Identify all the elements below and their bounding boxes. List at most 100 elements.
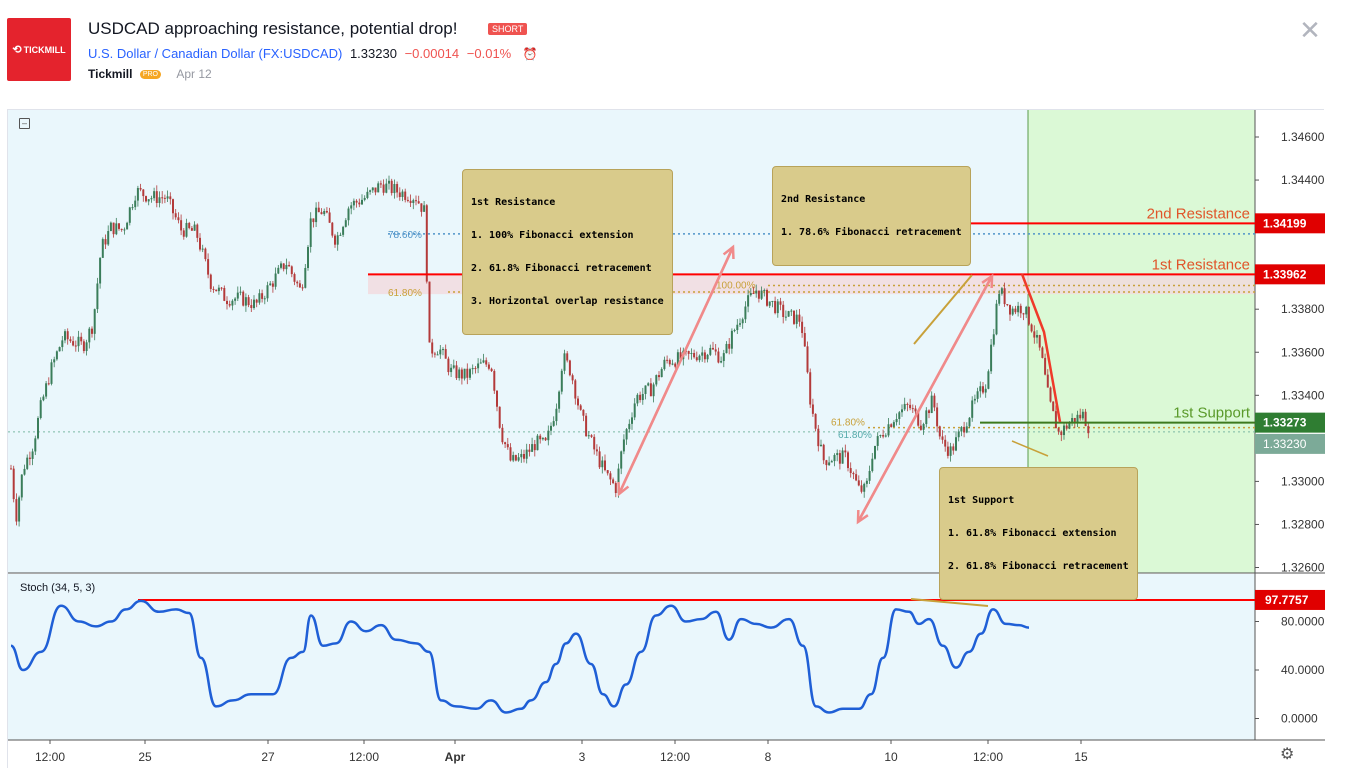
idea-title: USDCAD approaching resistance, potential… [88,19,458,38]
candle-body [793,310,795,324]
candle-body [145,196,147,202]
candle-body [1019,305,1022,314]
candle-body [579,405,582,410]
candle-body [838,453,841,464]
candle-body [833,455,836,462]
candle-body [506,444,509,448]
candle-body [865,480,868,484]
candle-body [193,224,196,231]
candle-body [112,222,115,235]
candle-body [614,483,617,494]
stoch-y-tick-label: 40.0000 [1281,663,1325,677]
candle-body [69,339,72,342]
candle-body [668,360,671,365]
candle-body [266,285,269,299]
candle-body [1060,431,1063,436]
support-1-tag-bg [1255,412,1325,433]
candle-body [760,290,763,299]
candle-body [1027,306,1030,325]
candle-body [190,228,193,231]
stoch-pane-bg [8,574,1255,740]
candle-body [973,398,976,401]
y-tick-label: 1.33800 [1281,302,1325,316]
candle-body [350,205,353,209]
candle-body [412,200,415,204]
candle-body [20,474,23,498]
candle-body [922,424,925,430]
candle-body [1033,331,1036,338]
candle-body [895,418,898,423]
candle-body [701,352,704,356]
candle-body [720,360,723,363]
candle-body [671,363,674,365]
candle-body [207,259,210,275]
note-resistance-1[interactable]: 1st Resistance 1. 100% Fibonacci extensi… [462,169,673,335]
candle-body [844,450,847,453]
candle-body [847,452,849,469]
candle-body [328,212,331,223]
symbol-name-link[interactable]: U.S. Dollar / Canadian Dollar [88,46,255,61]
candle-body [174,213,177,218]
candle-body [1044,357,1047,375]
candle-body [415,200,417,202]
candle-body [887,424,890,436]
candle-body [109,222,112,232]
candle-body [47,383,50,385]
note-r1-line: 2. 61.8% Fibonacci retracement [471,263,652,274]
alarm-clock-icon[interactable]: ⏰ [522,47,538,61]
collapse-pane-icon[interactable]: – [19,118,30,129]
candle-body [892,422,895,427]
candle-body [118,223,120,229]
symbol-change-pct: −0.01% [466,46,512,61]
candle-body [917,411,920,426]
candle-body [898,412,901,419]
candle-body [1081,411,1084,419]
candle-body [533,444,536,451]
candle-body [236,292,239,299]
candle-body [150,198,153,200]
symbol-code-link[interactable]: (FX:USDCAD) [258,46,343,61]
candle-body [1006,304,1009,306]
candle-body [23,468,26,475]
settings-gear-icon[interactable]: ⚙ [1280,746,1295,763]
candle-body [763,289,766,291]
stoch-divergence-line [910,598,989,607]
time-axis-bg [8,741,1325,768]
candle-body [531,444,534,452]
publish-date: Apr 12 [176,67,212,81]
candle-body [18,497,21,522]
candle-body [390,180,393,194]
candle-body [282,263,285,270]
candle-body [396,184,399,193]
candle-body [604,460,606,471]
candle-body [409,200,412,204]
candle-body [31,451,34,459]
candle-body [649,383,652,397]
candle-body [101,239,104,258]
candle-body [633,403,636,418]
candle-body [107,231,110,245]
tickmill-logo[interactable]: ⟲ TICKMILL [7,18,71,81]
note-support-1[interactable]: 1st Support 1. 61.8% Fibonacci extension… [939,467,1138,600]
note-resistance-2[interactable]: 2nd Resistance 1. 78.6% Fibonacci retrac… [772,166,971,266]
candle-body [201,248,204,250]
candle-body [582,409,585,416]
candle-body [946,446,949,456]
candle-body [355,200,358,203]
author-name[interactable]: Tickmill [88,67,133,81]
candle-body [74,345,77,347]
candle-body [217,287,220,292]
candle-body [830,461,833,463]
candle-body [960,427,963,432]
candle-body [42,396,45,401]
candle-body [344,220,347,227]
candle-body [439,349,442,355]
close-icon[interactable]: ✕ [1299,15,1321,45]
candle-body [1084,411,1087,427]
candle-body [50,362,53,384]
support-1-tag: 1.33273 [1263,416,1307,430]
candle-body [1049,387,1052,402]
candle-body [984,388,987,393]
candle-body [698,355,701,361]
candle-body [28,457,31,459]
